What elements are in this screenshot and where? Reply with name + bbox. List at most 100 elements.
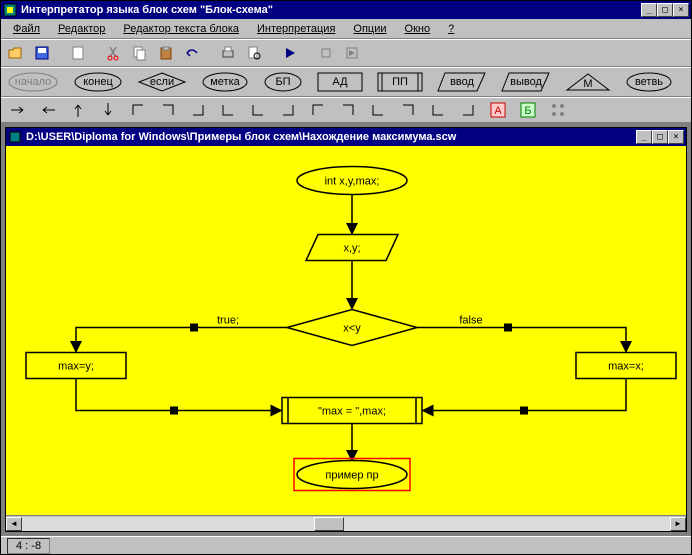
horizontal-scrollbar[interactable]: ◄ ► <box>6 515 686 531</box>
shape-label[interactable]: метка <box>201 71 249 93</box>
svg-text:Б: Б <box>524 105 531 117</box>
cut-button[interactable] <box>103 42 125 64</box>
minimize-button[interactable]: _ <box>641 3 657 17</box>
node-end-label: пример пр <box>325 470 378 482</box>
shape-input[interactable]: ввод <box>437 71 487 93</box>
svg-text:если: если <box>150 76 174 88</box>
main-titlebar[interactable]: Интерпретатор языка блок схем "Блок-схем… <box>1 1 691 19</box>
doc-titlebar[interactable]: D:\USER\Diploma for Windows\Примеры блок… <box>6 128 686 146</box>
flowchart-svg: true; false int x,y,max; <box>6 146 686 515</box>
shape-m[interactable]: М <box>565 71 611 93</box>
node-cond-label: x<y <box>343 323 361 335</box>
node-maxx-label: max=x; <box>608 361 644 373</box>
doc-maximize-button[interactable]: □ <box>652 130 668 144</box>
tool-c-icon[interactable] <box>549 101 567 119</box>
scroll-left-button[interactable]: ◄ <box>6 517 22 531</box>
scroll-thumb[interactable] <box>314 517 344 531</box>
close-button[interactable]: × <box>673 3 689 17</box>
edge <box>76 379 281 411</box>
tool-a-icon[interactable]: A <box>489 101 507 119</box>
edge-anchor <box>520 407 528 415</box>
arrow-right-icon[interactable] <box>9 101 27 119</box>
shape-pp[interactable]: ПП <box>377 71 423 93</box>
svg-text:М: М <box>583 78 592 90</box>
print-button[interactable] <box>217 42 239 64</box>
svg-text:начало: начало <box>15 76 51 88</box>
menu-help[interactable]: ? <box>440 21 462 37</box>
shape-bp[interactable]: БП <box>263 71 303 93</box>
doc-icon <box>8 130 22 144</box>
menubar: Файл Редактор Редактор текста блока Инте… <box>1 19 691 39</box>
window-buttons: _ □ × <box>641 3 689 17</box>
edge <box>423 379 626 411</box>
svg-text:ввод: ввод <box>450 76 474 88</box>
preview-button[interactable] <box>243 42 265 64</box>
mdi-client: D:\USER\Diploma for Windows\Примеры блок… <box>1 123 691 536</box>
scroll-right-button[interactable]: ► <box>670 517 686 531</box>
shape-branch[interactable]: ветвь <box>625 71 673 93</box>
save-button[interactable] <box>31 42 53 64</box>
shape-start[interactable]: начало <box>7 71 59 93</box>
run-button[interactable] <box>279 42 301 64</box>
corner-4-icon[interactable] <box>219 101 237 119</box>
edge-label-true: true; <box>217 315 239 327</box>
step-button[interactable] <box>341 42 363 64</box>
flowchart-canvas[interactable]: true; false int x,y,max; <box>6 146 686 515</box>
menu-file[interactable]: Файл <box>5 21 48 37</box>
shape-end[interactable]: конец <box>73 71 123 93</box>
main-window: Интерпретатор языка блок схем "Блок-схем… <box>0 0 692 555</box>
corner-1-icon[interactable] <box>129 101 147 119</box>
menu-options[interactable]: Опции <box>345 21 394 37</box>
shape-ad[interactable]: АД <box>317 71 363 93</box>
corner-12-icon[interactable] <box>459 101 477 119</box>
corner-11-icon[interactable] <box>429 101 447 119</box>
shape-output[interactable]: вывод <box>501 71 551 93</box>
node-maxy-label: max=y; <box>58 361 94 373</box>
menu-window[interactable]: Окно <box>397 21 439 37</box>
corner-6-icon[interactable] <box>279 101 297 119</box>
node-out-label: "max = ",max; <box>318 406 386 418</box>
new-button[interactable] <box>67 42 89 64</box>
undo-button[interactable] <box>181 42 203 64</box>
status-coords: 4 : -8 <box>7 538 50 554</box>
edge-anchor <box>170 407 178 415</box>
maximize-button[interactable]: □ <box>657 3 673 17</box>
corner-3-icon[interactable] <box>189 101 207 119</box>
menu-interpret[interactable]: Интерпретация <box>249 21 343 37</box>
corner-2-icon[interactable] <box>159 101 177 119</box>
svg-text:вывод: вывод <box>510 76 542 88</box>
edge-true <box>76 328 287 352</box>
corner-5-icon[interactable] <box>249 101 267 119</box>
node-read-label: x,y; <box>343 243 360 255</box>
svg-text:A: A <box>494 105 502 117</box>
toolbar <box>1 39 691 67</box>
corner-7-icon[interactable] <box>309 101 327 119</box>
arrow-down-icon[interactable] <box>99 101 117 119</box>
edge-anchor <box>504 324 512 332</box>
edge-anchor <box>190 324 198 332</box>
copy-button[interactable] <box>129 42 151 64</box>
corner-10-icon[interactable] <box>399 101 417 119</box>
shape-toolbar: начало конец если метка БП АД ПП ввод вы… <box>1 67 691 97</box>
document-window: D:\USER\Diploma for Windows\Примеры блок… <box>5 127 687 532</box>
arrow-toolbar: A Б <box>1 97 691 123</box>
shape-if[interactable]: если <box>137 71 187 93</box>
edge-label-false: false <box>459 315 482 327</box>
doc-minimize-button[interactable]: _ <box>636 130 652 144</box>
corner-9-icon[interactable] <box>369 101 387 119</box>
svg-text:конец: конец <box>83 76 113 88</box>
scroll-track[interactable] <box>22 517 670 531</box>
menu-blocktext[interactable]: Редактор текста блока <box>115 21 247 37</box>
svg-text:метка: метка <box>210 76 240 88</box>
tool-b-icon[interactable]: Б <box>519 101 537 119</box>
open-button[interactable] <box>5 42 27 64</box>
stop-button[interactable] <box>315 42 337 64</box>
corner-8-icon[interactable] <box>339 101 357 119</box>
menu-editor[interactable]: Редактор <box>50 21 113 37</box>
arrow-left-icon[interactable] <box>39 101 57 119</box>
paste-button[interactable] <box>155 42 177 64</box>
arrow-up-icon[interactable] <box>69 101 87 119</box>
statusbar: 4 : -8 <box>1 536 691 554</box>
doc-close-button[interactable]: × <box>668 130 684 144</box>
node-decl-label: int x,y,max; <box>325 176 380 188</box>
